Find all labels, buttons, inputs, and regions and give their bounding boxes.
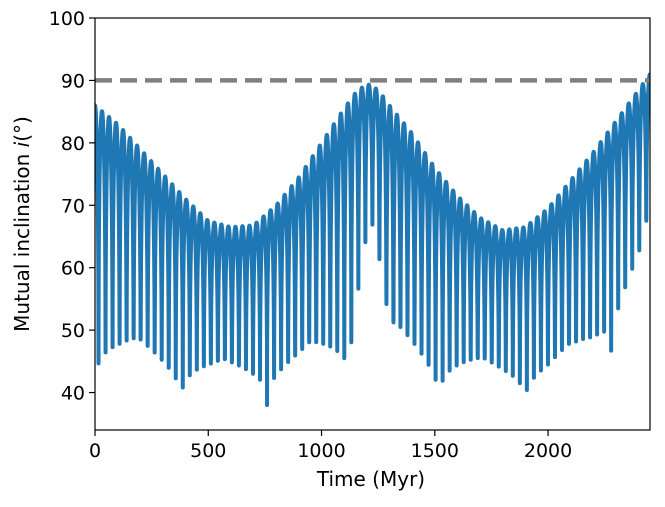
x-axis: 0 500 1000 1500 2000 [89, 430, 572, 462]
x-tick-label: 1500 [411, 440, 459, 462]
y-axis-label-text: Mutual inclination [10, 147, 34, 332]
x-tick-label: 0 [89, 440, 101, 462]
series-line-inclination [95, 72, 650, 408]
y-tick-label: 50 [61, 320, 85, 342]
y-tick-label: 100 [49, 8, 85, 30]
y-tick-label: 90 [61, 70, 85, 92]
y-tick-label: 80 [61, 133, 85, 155]
y-axis-label: Mutual inclination i(°) [10, 116, 34, 332]
x-tick-label: 500 [190, 440, 226, 462]
y-tick-label: 70 [61, 195, 85, 217]
x-tick-label: 2000 [524, 440, 572, 462]
plot-frame [94, 17, 651, 431]
y-tick-label: 60 [61, 258, 85, 280]
plot-area [95, 72, 650, 408]
x-tick-label: 1000 [297, 440, 345, 462]
x-axis-label: Time (Myr) [316, 467, 425, 491]
y-axis-label-unit: (°) [10, 116, 34, 142]
y-axis-label-symbol: i [10, 141, 34, 147]
y-axis: 40 50 60 70 80 90 100 [49, 8, 95, 405]
y-tick-label: 40 [61, 383, 85, 405]
